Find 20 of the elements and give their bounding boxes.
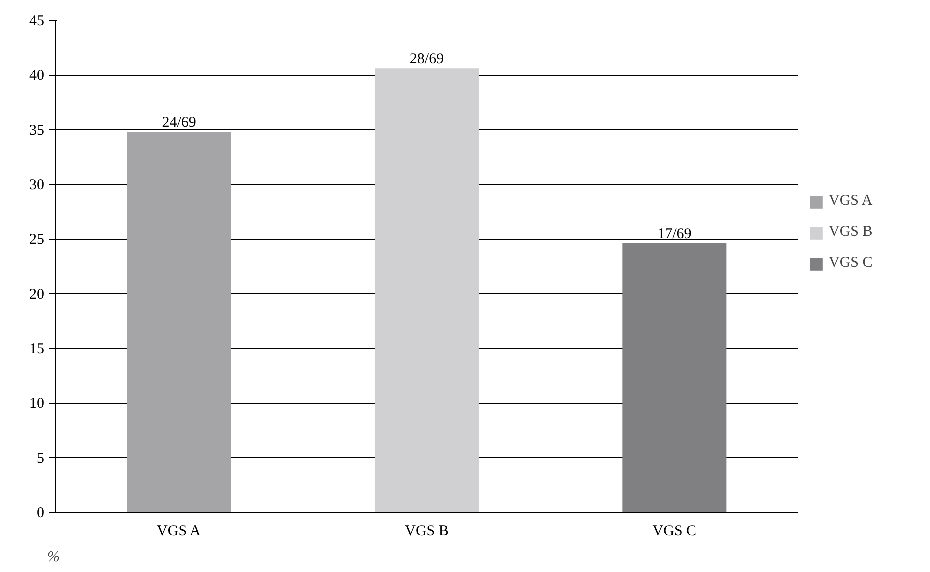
y-tick-label: 40	[30, 68, 44, 84]
y-axis-title: %	[48, 550, 60, 566]
y-tick-label: 25	[30, 232, 44, 248]
x-tick-label: VGS A	[157, 524, 201, 540]
legend-label: VGS B	[829, 224, 873, 241]
data-label: 28/69	[410, 52, 444, 68]
y-tick-label: 15	[30, 342, 44, 358]
legend-label: VGS A	[829, 193, 873, 210]
data-label: 24/69	[162, 115, 196, 132]
y-tick-label: 30	[30, 178, 44, 194]
y-tick-label: 5	[37, 450, 44, 467]
data-label: 17/69	[658, 226, 692, 243]
y-tick-label: 45	[30, 14, 44, 30]
y-tick-label: 0	[37, 506, 44, 522]
y-tick-label: 35	[30, 122, 44, 139]
y-tick-label: 10	[30, 396, 44, 412]
y-tick-label: 20	[30, 286, 44, 303]
legend-label: VGS C	[829, 255, 873, 272]
x-tick-label: VGS C	[652, 524, 697, 540]
x-tick-label: VGS B	[405, 524, 449, 540]
